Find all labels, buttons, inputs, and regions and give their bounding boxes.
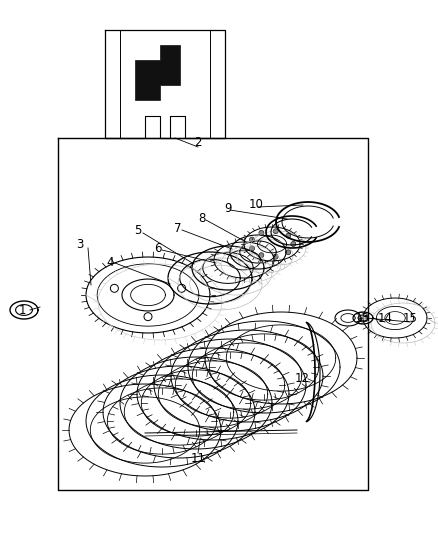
Text: 7: 7 [174, 222, 182, 235]
Circle shape [291, 241, 296, 246]
Circle shape [286, 250, 291, 255]
Text: 3: 3 [76, 238, 84, 252]
Text: 12: 12 [294, 372, 310, 384]
Text: 10: 10 [248, 198, 263, 212]
Text: 9: 9 [224, 201, 232, 214]
Circle shape [110, 284, 118, 292]
Text: 2: 2 [194, 136, 202, 149]
Circle shape [273, 254, 278, 259]
Circle shape [144, 313, 152, 321]
Text: 1: 1 [18, 303, 26, 317]
Text: 6: 6 [154, 241, 162, 254]
Circle shape [259, 253, 264, 257]
Circle shape [259, 230, 264, 235]
Text: 13: 13 [355, 311, 369, 325]
Text: 14: 14 [378, 311, 392, 325]
Text: 5: 5 [134, 223, 141, 237]
Text: 8: 8 [198, 212, 206, 224]
Circle shape [250, 246, 254, 251]
Circle shape [178, 284, 186, 292]
Polygon shape [135, 45, 180, 100]
Text: 4: 4 [106, 255, 114, 269]
Circle shape [286, 233, 291, 238]
Text: 11: 11 [191, 451, 205, 464]
Text: 15: 15 [403, 311, 417, 325]
Circle shape [273, 229, 278, 234]
Circle shape [250, 237, 254, 242]
